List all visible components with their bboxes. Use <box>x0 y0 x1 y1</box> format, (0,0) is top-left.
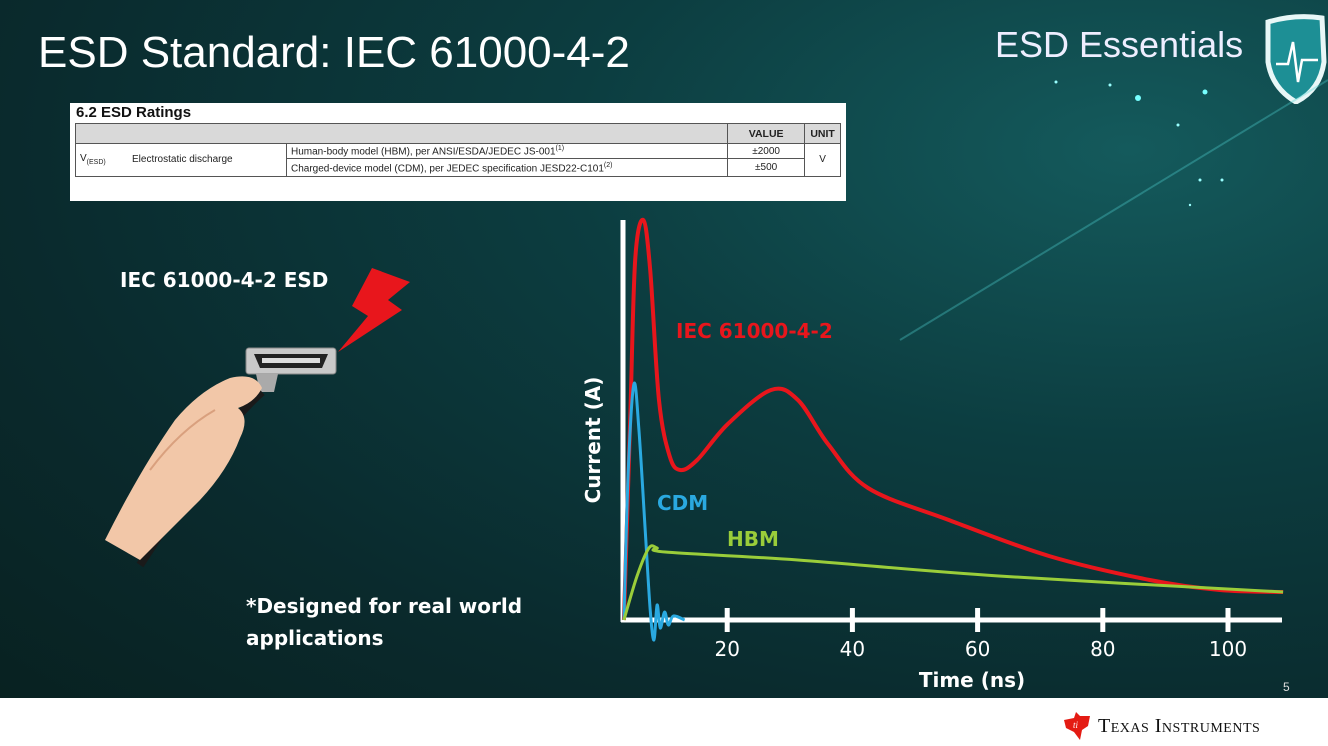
series-label-hbm: HBM <box>727 527 779 551</box>
x-tick-label: 20 <box>714 637 739 661</box>
series-line-iec-61000-4-2 <box>621 217 1284 621</box>
unit-cell: V <box>804 143 841 177</box>
table-row: Charged-device model (CDM), per JEDEC sp… <box>76 158 841 177</box>
series-line-hbm <box>622 544 1284 621</box>
x-axis-label: Time (ns) <box>919 668 1025 692</box>
lightning-bolt-icon <box>338 268 410 352</box>
symbol-cell: V(ESD) <box>75 143 128 177</box>
value-cell: ±2000 <box>727 142 806 160</box>
esd-illustration-label: IEC 61000-4-2 ESD <box>120 268 329 292</box>
caption: *Designed for real world applications <box>246 590 522 654</box>
hand-icon <box>105 376 262 560</box>
caption-line-2: applications <box>246 626 384 650</box>
slide-title: ESD Standard: IEC 61000-4-2 <box>38 28 630 77</box>
table-header-row: VALUE UNIT <box>74 123 841 144</box>
table-caption: 6.2 ESD Ratings <box>76 104 192 121</box>
header-value: VALUE <box>727 123 806 144</box>
header-unit: UNIT <box>804 123 841 144</box>
ti-logo: ti Texas Instruments <box>1062 712 1260 740</box>
series-label-cdm: CDM <box>657 491 708 515</box>
x-tick-label: 60 <box>965 637 990 661</box>
condition-cell: Human-body model (HBM), per ANSI/ESDA/JE… <box>285 142 729 160</box>
x-tick-label: 100 <box>1209 637 1247 661</box>
shield-heartbeat-icon <box>1265 14 1327 104</box>
hdmi-connector-icon <box>245 347 337 392</box>
ti-logo-icon: ti <box>1064 712 1090 740</box>
series-label-iec: IEC 61000-4-2 <box>676 319 833 343</box>
page-number: 5 <box>1283 680 1290 694</box>
header-blank <box>74 123 729 144</box>
ti-logo-text: Texas Instruments <box>1098 714 1261 737</box>
parameter-cell: Electrostatic discharge <box>128 143 287 177</box>
svg-text:ti: ti <box>1073 720 1079 730</box>
value-cell: ±500 <box>727 158 806 177</box>
footer-bar <box>0 698 1328 746</box>
condition-cell: Charged-device model (CDM), per JEDEC sp… <box>285 158 729 177</box>
y-axis-label: Current (A) <box>581 377 605 504</box>
x-tick-label: 80 <box>1090 637 1115 661</box>
caption-line-1: *Designed for real world <box>246 594 523 618</box>
esd-ratings-table: 6.2 ESD Ratings VALUE UNIT V(ESD) Electr… <box>70 103 846 201</box>
table-row: V(ESD) Electrostatic discharge Human-bod… <box>75 142 841 177</box>
series-line-cdm <box>622 381 686 642</box>
x-tick-label: 40 <box>840 637 865 661</box>
brand-title: ESD Essentials <box>995 24 1244 65</box>
